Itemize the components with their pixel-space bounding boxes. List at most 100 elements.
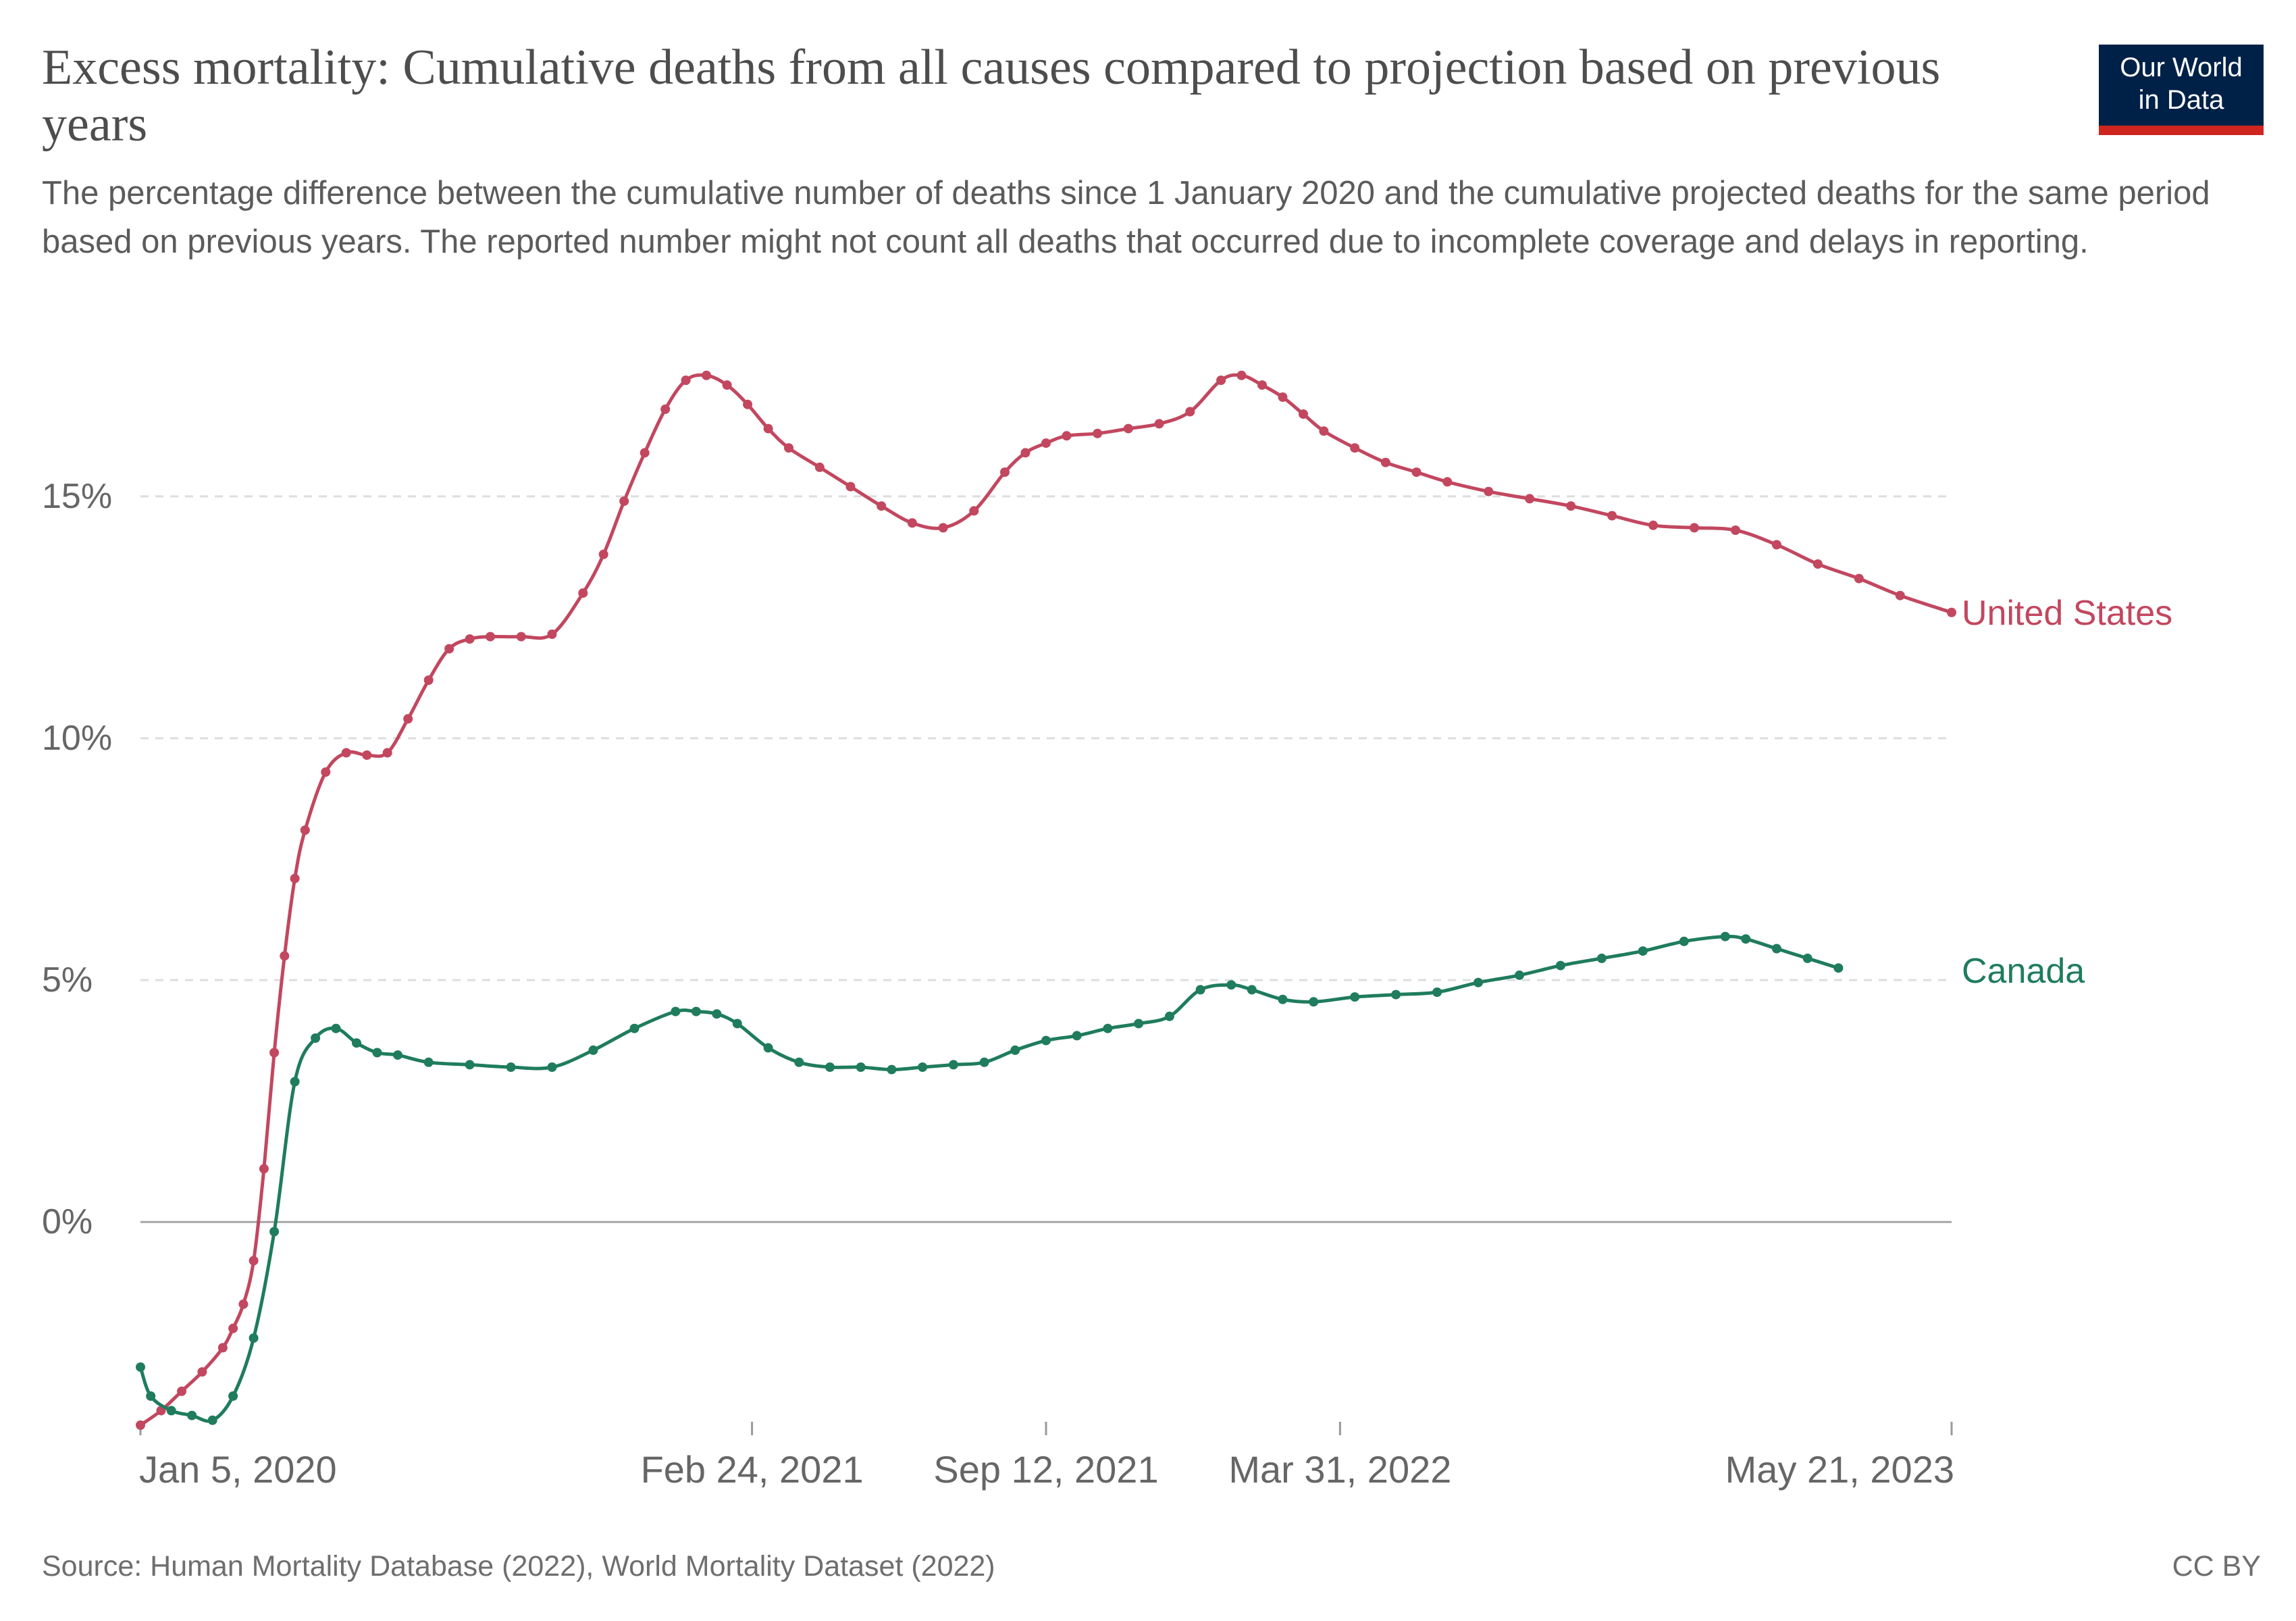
data-point[interactable] — [290, 873, 300, 883]
data-point[interactable] — [311, 1033, 321, 1043]
data-point[interactable] — [1525, 494, 1535, 504]
data-point[interactable] — [1226, 980, 1236, 990]
data-point[interactable] — [1103, 1023, 1113, 1033]
data-point[interactable] — [1000, 467, 1010, 478]
data-point[interactable] — [640, 448, 650, 458]
data-point[interactable] — [1854, 573, 1864, 584]
series-label[interactable]: United States — [1962, 594, 2172, 633]
data-point[interactable] — [763, 1043, 773, 1053]
data-point[interactable] — [352, 1038, 361, 1048]
data-point[interactable] — [702, 370, 712, 380]
data-point[interactable] — [1247, 985, 1257, 995]
data-point[interactable] — [1154, 419, 1164, 429]
data-point[interactable] — [465, 1060, 475, 1070]
data-point[interactable] — [712, 1009, 722, 1019]
data-point[interactable] — [506, 1062, 516, 1072]
data-point[interactable] — [1185, 407, 1195, 417]
data-point[interactable] — [217, 1343, 228, 1353]
data-point[interactable] — [136, 1362, 145, 1372]
data-point[interactable] — [1638, 946, 1648, 956]
license-link[interactable]: CC BY — [2172, 1550, 2261, 1583]
data-point[interactable] — [1309, 997, 1319, 1007]
data-point[interactable] — [423, 675, 434, 685]
data-point[interactable] — [423, 1057, 434, 1067]
data-point[interactable] — [300, 825, 310, 835]
data-point[interactable] — [1812, 559, 1823, 569]
data-point[interactable] — [228, 1391, 238, 1401]
data-point[interactable] — [280, 951, 290, 961]
series-line-canada[interactable] — [138, 934, 1840, 1423]
data-point[interactable] — [794, 1057, 804, 1067]
data-point[interactable] — [588, 1045, 598, 1055]
data-point[interactable] — [516, 632, 526, 642]
data-point[interactable] — [1319, 426, 1329, 436]
data-point[interactable] — [547, 1062, 557, 1072]
data-point[interactable] — [146, 1391, 156, 1401]
data-point[interactable] — [1771, 944, 1781, 954]
data-point[interactable] — [1236, 370, 1247, 380]
data-point[interactable] — [660, 404, 671, 414]
series-label[interactable]: Canada — [1962, 952, 2085, 991]
data-point[interactable] — [382, 748, 392, 758]
data-point[interactable] — [1020, 448, 1030, 458]
data-point[interactable] — [1134, 1019, 1144, 1029]
data-point[interactable] — [1380, 457, 1390, 467]
data-point[interactable] — [814, 462, 825, 472]
data-point[interactable] — [290, 1077, 300, 1087]
data-point[interactable] — [598, 549, 608, 559]
data-point[interactable] — [197, 1367, 207, 1377]
data-point[interactable] — [1216, 376, 1226, 385]
data-point[interactable] — [136, 1420, 145, 1430]
data-point[interactable] — [1062, 431, 1072, 441]
data-point[interactable] — [784, 443, 793, 453]
data-point[interactable] — [249, 1333, 259, 1343]
data-point[interactable] — [825, 1062, 835, 1072]
data-point[interactable] — [465, 634, 475, 644]
data-point[interactable] — [547, 629, 557, 639]
data-point[interactable] — [1350, 443, 1360, 453]
data-point[interactable] — [341, 748, 351, 758]
data-point[interactable] — [743, 399, 753, 409]
data-point[interactable] — [907, 518, 917, 528]
data-point[interactable] — [1391, 989, 1401, 1000]
data-point[interactable] — [1041, 1035, 1051, 1046]
data-point[interactable] — [671, 1006, 681, 1017]
data-point[interactable] — [578, 588, 588, 598]
data-point[interactable] — [444, 644, 454, 654]
data-point[interactable] — [629, 1023, 640, 1033]
data-point[interactable] — [722, 380, 732, 390]
data-point[interactable] — [763, 423, 773, 434]
data-point[interactable] — [259, 1164, 269, 1174]
data-point[interactable] — [619, 496, 629, 506]
data-point[interactable] — [238, 1299, 249, 1309]
data-point[interactable] — [1833, 963, 1844, 973]
data-point[interactable] — [969, 506, 979, 516]
data-point[interactable] — [1442, 477, 1453, 487]
data-point[interactable] — [1741, 934, 1751, 944]
data-point[interactable] — [1164, 1011, 1174, 1021]
data-point[interactable] — [877, 501, 887, 511]
data-point[interactable] — [1895, 590, 1905, 600]
data-point[interactable] — [681, 376, 691, 385]
data-point[interactable] — [1123, 423, 1133, 434]
data-point[interactable] — [732, 1019, 742, 1029]
data-point[interactable] — [1257, 380, 1267, 390]
data-point[interactable] — [207, 1415, 217, 1425]
source-note[interactable]: Source: Human Mortality Database (2022),… — [42, 1550, 995, 1583]
data-point[interactable] — [1720, 931, 1730, 942]
data-point[interactable] — [1648, 520, 1659, 530]
data-point[interactable] — [918, 1062, 928, 1072]
data-point[interactable] — [938, 523, 948, 533]
data-point[interactable] — [1195, 985, 1205, 995]
data-point[interactable] — [1278, 994, 1288, 1004]
data-point[interactable] — [948, 1060, 958, 1070]
data-point[interactable] — [393, 1050, 402, 1060]
data-point[interactable] — [979, 1057, 989, 1067]
data-point[interactable] — [331, 1023, 341, 1033]
data-point[interactable] — [1566, 501, 1576, 511]
data-point[interactable] — [1679, 936, 1689, 946]
data-point[interactable] — [228, 1323, 238, 1333]
data-point[interactable] — [362, 750, 372, 760]
data-point[interactable] — [177, 1386, 186, 1396]
data-point[interactable] — [1802, 953, 1812, 963]
